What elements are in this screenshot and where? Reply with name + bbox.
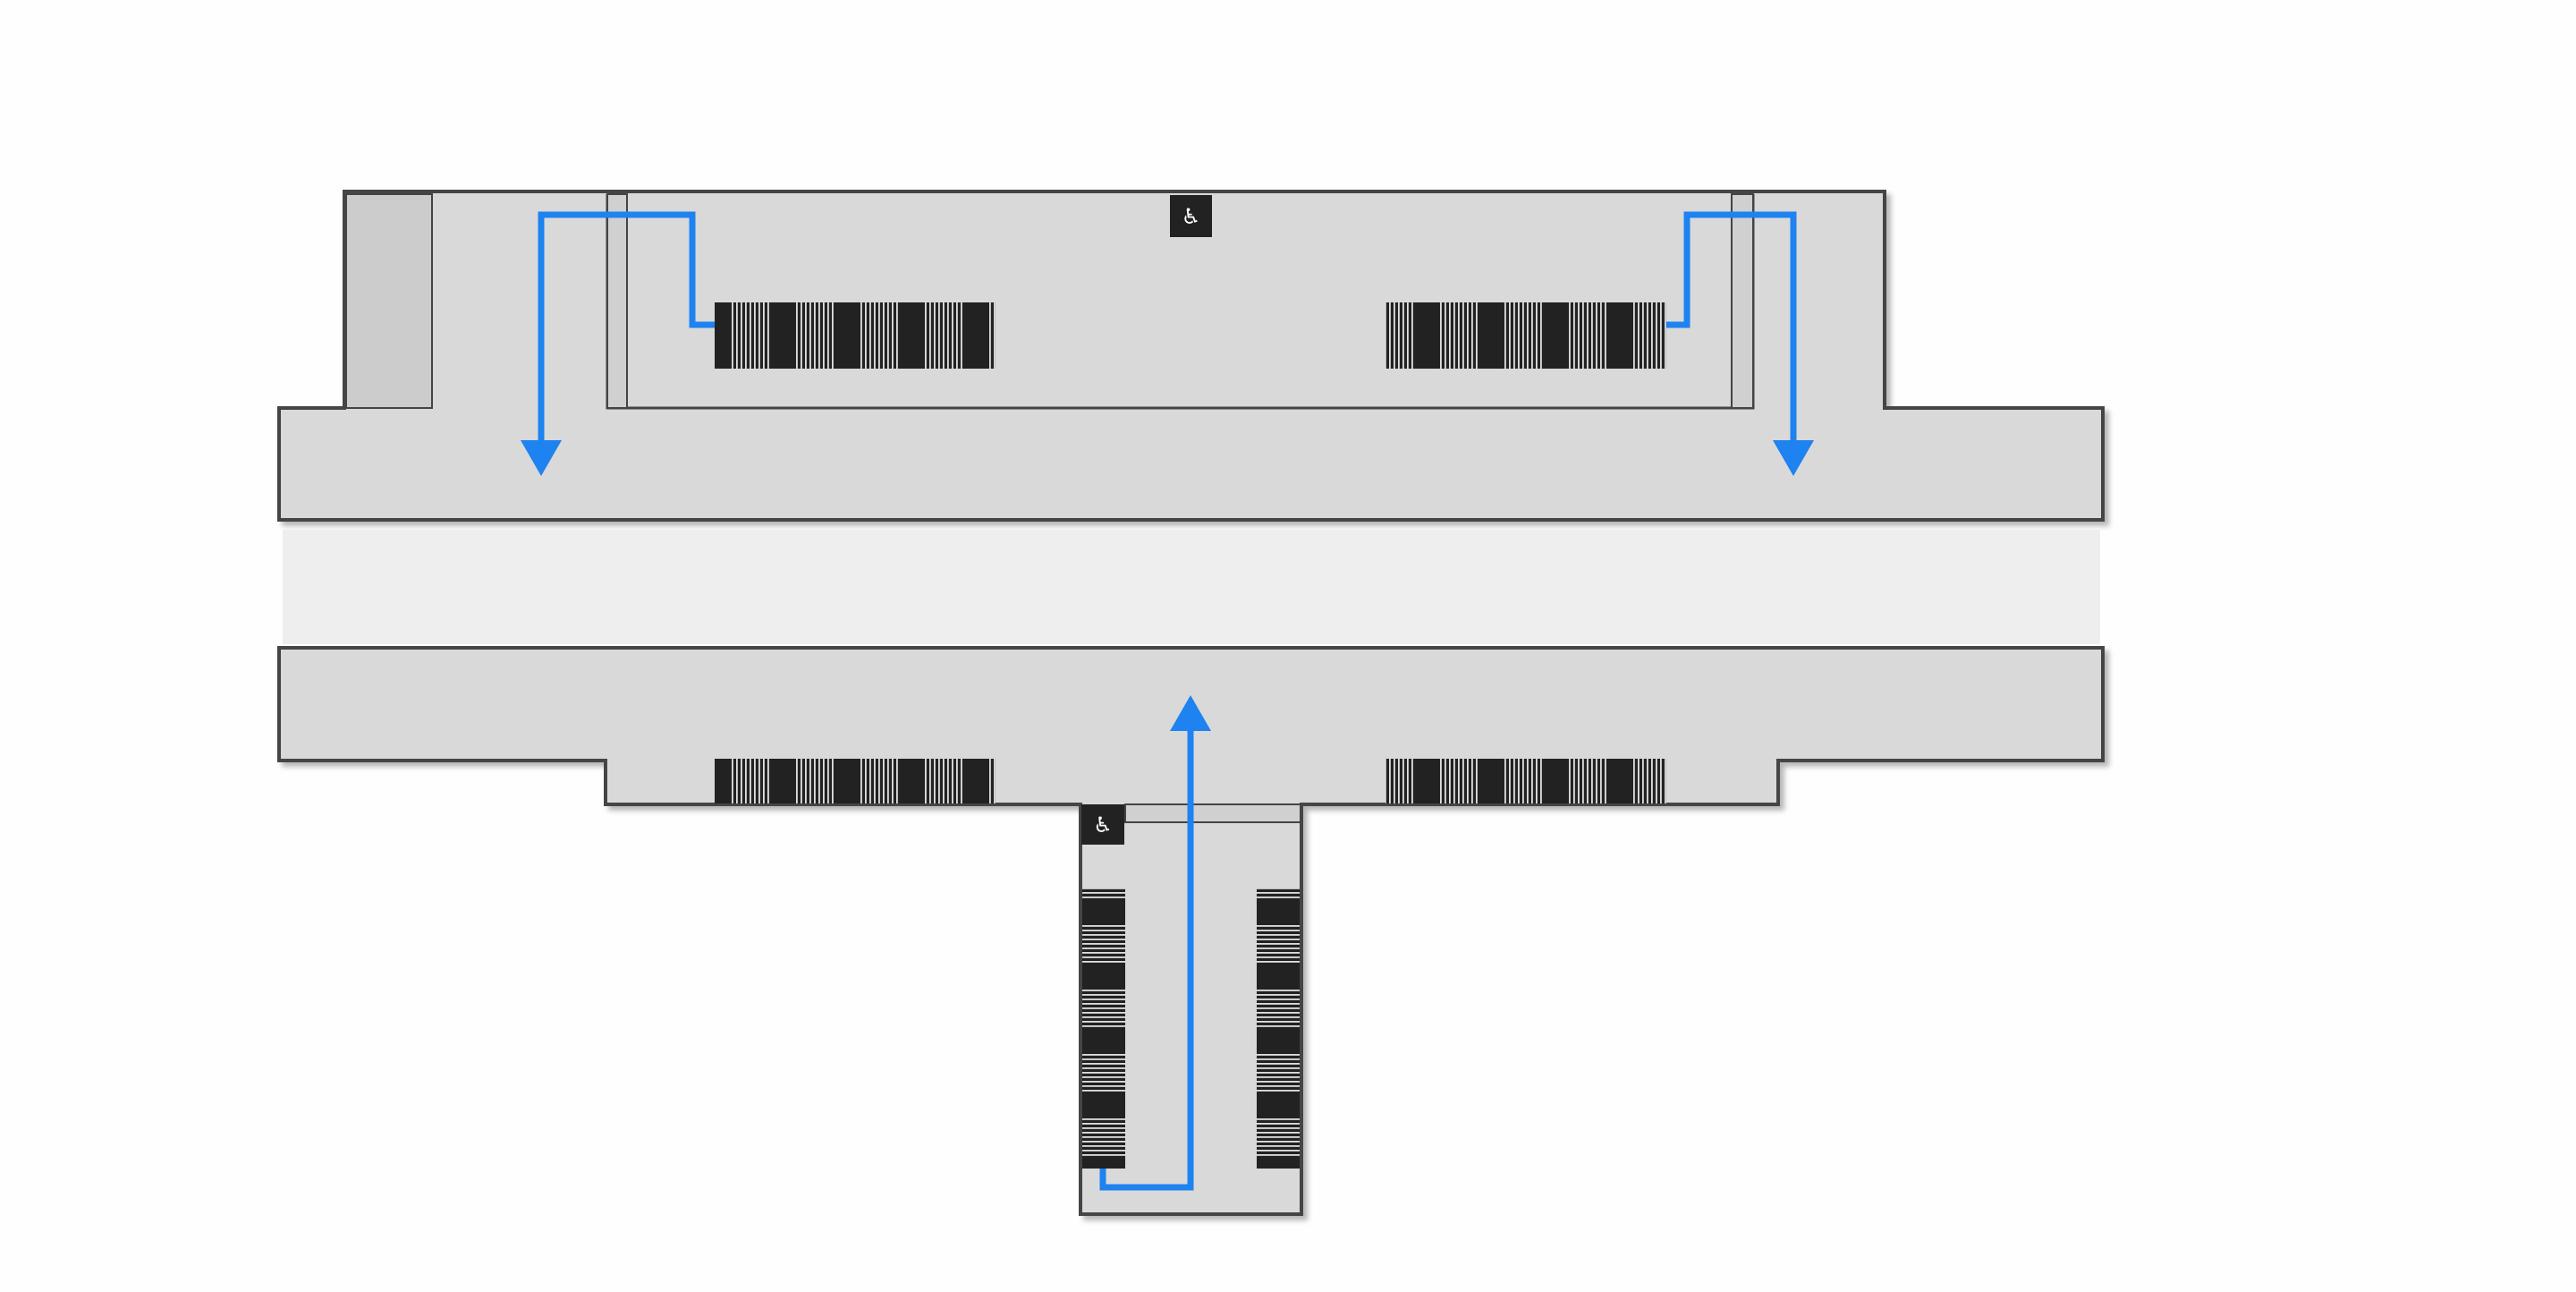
stairs-upper-right xyxy=(1385,302,1666,369)
wheelchair-glyph: ♿ xyxy=(1093,812,1113,837)
route-left-exit xyxy=(521,211,715,476)
stairs-lower-left xyxy=(715,759,996,803)
wheelchair-glyph: ♿ xyxy=(1182,204,1201,229)
stairs-corridor-left xyxy=(1082,888,1125,1169)
wall-strip-right xyxy=(1731,193,1754,409)
wall-strip-left xyxy=(606,193,628,409)
side-room-left xyxy=(345,193,433,409)
arrow-down-icon xyxy=(1773,440,1814,476)
track-bed xyxy=(283,530,2100,644)
upper-concourse-floor xyxy=(277,190,2105,522)
arrow-up-icon xyxy=(1170,695,1211,731)
corridor-header-strip xyxy=(1124,803,1301,823)
stairs-lower-right xyxy=(1385,759,1666,803)
route-south-entrance xyxy=(1099,695,1211,1191)
wheelchair-icon: ♿ xyxy=(1081,804,1124,845)
wheelchair-icon: ♿ xyxy=(1170,195,1212,237)
stairs-upper-left xyxy=(715,302,996,369)
arrow-down-icon xyxy=(521,440,562,476)
stairs-corridor-right xyxy=(1257,888,1300,1169)
route-right-exit xyxy=(1666,211,1814,476)
